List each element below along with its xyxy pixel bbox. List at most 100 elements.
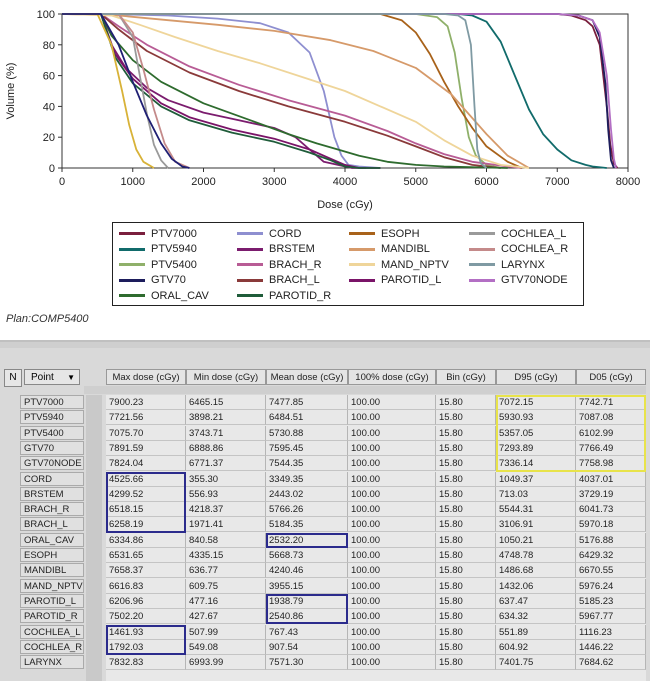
legend-item: ESOPH [349,227,420,240]
column-header[interactable]: 100% dose (cGy) [348,369,436,385]
point-selector[interactable]: Point ▼ [24,369,80,385]
table-cell: 100.00 [348,655,436,671]
row-name[interactable]: LARYNX [20,655,84,670]
plan-label: Plan:COMP5400 [6,313,89,325]
table-cell: 100.00 [348,440,436,456]
legend-item: PTV5400 [119,258,197,271]
table-cell: 3743.71 [186,425,266,441]
series-line-mand_nptv [61,13,530,169]
table-cell: 15.80 [436,410,496,426]
table-cell: 5970.18 [576,517,646,533]
table-cell: 5766.26 [266,502,348,518]
row-name[interactable]: PAROTID_L [20,593,84,608]
table-cell: 507.99 [186,624,266,640]
row-scroll-gutter[interactable] [86,395,102,681]
horizontal-scrollbar[interactable] [84,386,646,394]
table-cell: 6429.32 [576,548,646,563]
legend-swatch [349,232,375,235]
table-cell: 15.80 [436,532,496,548]
dose-table: 7900.23 6465.15 7477.85 100.00 15.80 7072.15 7… [106,395,646,681]
table-cell: 634.32 [496,609,576,625]
row-name[interactable]: PTV7000 [20,395,84,409]
table-cell: 15.80 [436,578,496,594]
row-name[interactable]: CORD [20,471,84,486]
table-cell: 7684.62 [576,655,646,671]
column-header[interactable]: Min dose (cGy) [186,369,266,385]
row-name[interactable]: MAND_NPTV [20,578,84,593]
table-cell: 6993.99 [186,655,266,671]
legend-swatch [237,232,263,235]
table-cell: 100.00 [348,517,436,533]
legend-swatch [469,247,495,251]
table-cell: 4525.66 [106,471,186,487]
table-cell: 2532.20 [266,532,348,548]
row-name[interactable]: COCHLEA_R [20,639,84,654]
column-header[interactable]: Max dose (cGy) [106,369,186,385]
row-name[interactable]: BRACH_L [20,517,84,532]
table-cell: 15.80 [436,517,496,533]
legend-item: BRSTEM [237,243,315,256]
row-name[interactable]: BRACH_R [20,502,84,517]
table-cell: 767.43 [266,624,348,640]
table-cell: 15.80 [436,471,496,487]
x-tick-label: 4000 [333,176,357,188]
row-name[interactable]: MANDIBL [20,563,84,578]
table-cell: 427.67 [186,609,266,625]
series-line-ptv5400 [62,13,501,169]
row-name[interactable]: PTV5400 [20,425,84,440]
table-cell: 100.00 [348,639,436,655]
table-cell: 5176.88 [576,532,646,548]
table-cell: 7824.04 [106,456,186,472]
table-cell: 100.00 [348,395,436,410]
row-name[interactable]: ESOPH [20,548,84,562]
table-cell: 100.00 [348,502,436,518]
series-line-cochlea_r [62,13,190,169]
legend-label: COCHLEA_R [501,243,569,255]
legend-label: GTV70NODE [501,274,568,286]
table-cell: 5184.35 [266,517,348,533]
table-cell: 609.75 [186,578,266,594]
chevron-down-icon: ▼ [67,373,75,382]
table-cell: 713.03 [496,486,576,502]
table-cell: 15.80 [436,655,496,671]
table-cell: 6465.15 [186,395,266,410]
top-scrollbar[interactable] [0,342,650,348]
row-name[interactable]: ORAL_CAV [20,532,84,547]
table-cell: 15.80 [436,563,496,579]
legend-item: LARYNX [469,258,545,271]
table-cell: 6102.99 [576,425,646,441]
column-header[interactable]: D95 (cGy) [496,369,576,385]
column-header[interactable]: Bin (cGy) [436,369,496,385]
table-cell: 3349.35 [266,471,348,487]
column-header[interactable]: Mean dose (cGy) [266,369,348,385]
y-tick-label: 80 [43,40,55,52]
row-name[interactable]: BRSTEM [20,486,84,501]
table-cell: 100.00 [348,609,436,625]
column-n-header[interactable]: N [4,369,22,387]
x-tick-label: 7000 [545,176,569,188]
table-cell: 3898.21 [186,410,266,426]
column-header[interactable]: D05 (cGy) [576,369,646,385]
table-cell: 5967.77 [576,609,646,625]
legend-label: GTV70 [151,274,186,286]
legend-swatch [119,278,145,282]
legend-label: COCHLEA_L [501,227,567,240]
row-name[interactable]: PAROTID_R [20,609,84,624]
table-cell: 100.00 [348,593,436,609]
row-name[interactable]: PTV5940 [20,410,84,425]
legend-item: COCHLEA_L [469,227,566,240]
row-name[interactable]: COCHLEA_L [20,624,84,639]
table-cell: 477.16 [186,593,266,609]
legend-label: PTV5940 [151,243,197,255]
table-cell: 7544.35 [266,456,348,472]
table-cell: 4299.52 [106,486,186,502]
table-cell: 6206.96 [106,593,186,609]
point-selector-label: Point [31,372,54,383]
row-name[interactable]: GTV70NODE [20,456,84,471]
legend-label: MAND_NPTV [381,258,449,271]
series-line-brach_r [62,13,522,169]
row-name[interactable]: GTV70 [20,440,84,455]
y-tick-label: 0 [49,163,55,175]
table-cell: 6258.19 [106,517,186,533]
legend-swatch [349,263,375,266]
